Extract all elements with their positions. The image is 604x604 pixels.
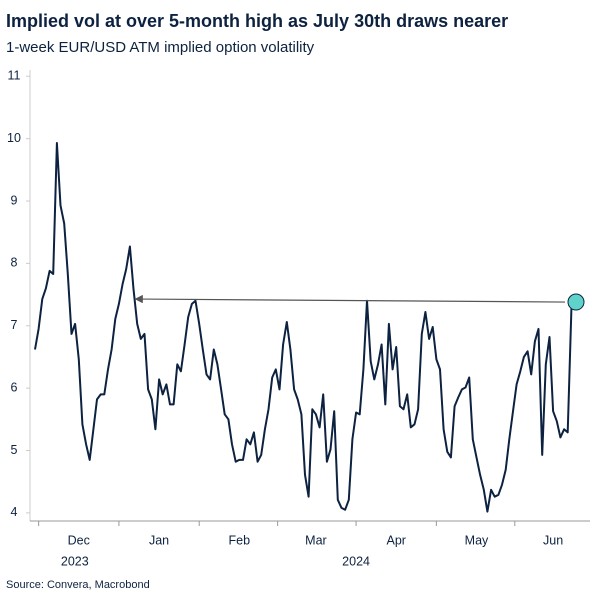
chart-subtitle: 1-week EUR/USD ATM implied option volati… — [6, 39, 315, 56]
x-tick-label: Feb — [229, 533, 251, 547]
y-tick-label: 7 — [11, 318, 18, 332]
x-tick-label: May — [465, 533, 489, 547]
y-tick-label: 4 — [11, 505, 18, 519]
y-tick-label: 10 — [7, 131, 21, 145]
y-tick-label: 6 — [11, 380, 18, 394]
y-tick-label: 11 — [8, 69, 21, 83]
line-series — [34, 142, 576, 513]
x-tick-label: Mar — [305, 533, 327, 547]
chart-title: Implied vol at over 5-month high as July… — [6, 11, 508, 31]
year-label: 2024 — [342, 554, 370, 568]
y-tick-label: 8 — [11, 256, 18, 270]
y-tick-label: 5 — [11, 443, 18, 457]
x-tick-label: Dec — [68, 533, 90, 547]
x-tick-label: Apr — [386, 533, 405, 547]
x-tick-label: Jan — [149, 533, 169, 547]
y-tick-label: 9 — [11, 193, 18, 207]
source-note: Source: Convera, Macrobond — [6, 579, 150, 591]
last-point-marker — [567, 293, 585, 311]
year-label: 2023 — [61, 554, 89, 568]
annotation-arrow — [134, 294, 566, 304]
x-tick-label: Jun — [543, 533, 563, 547]
